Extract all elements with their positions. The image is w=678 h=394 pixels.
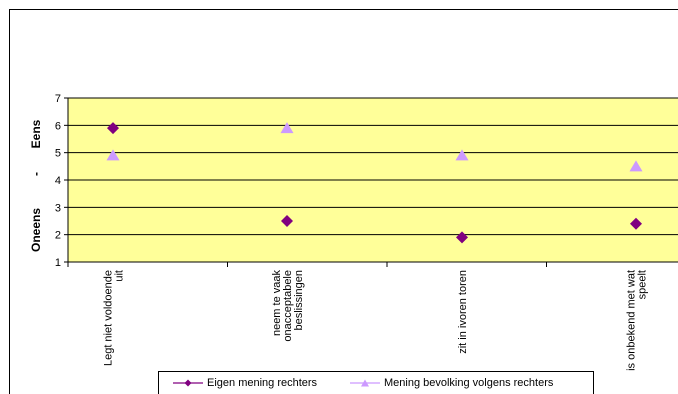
x-category-label: is onbekend met wat bbox=[626, 270, 638, 371]
y-tick-label: 6 bbox=[55, 120, 61, 132]
y-tick-label: 7 bbox=[55, 93, 61, 105]
x-category-label: Legt niet voldoende bbox=[103, 270, 115, 366]
data-point-bevolking bbox=[280, 122, 294, 134]
x-category-label: beslissingen bbox=[293, 270, 305, 331]
x-category-label: speelt bbox=[637, 270, 649, 299]
data-point-eigen bbox=[107, 122, 119, 135]
x-category-label: zit in ivoren toren bbox=[457, 270, 469, 354]
x-category-label: uit bbox=[114, 270, 126, 282]
x-category-label: onacceptabele bbox=[282, 270, 294, 342]
legend-key-triangle-icon bbox=[350, 378, 380, 388]
legend-item-eigen: Eigen mening rechters bbox=[173, 377, 317, 389]
data-point-bevolking bbox=[629, 160, 643, 172]
y-tick-label: 1 bbox=[55, 257, 61, 269]
y-tick-label: 3 bbox=[55, 202, 61, 214]
legend-item-bevolking: Mening bevolking volgens rechters bbox=[350, 377, 553, 389]
y-axis-label: Eens bbox=[29, 119, 43, 148]
x-category-label: neem te vaak bbox=[271, 270, 283, 337]
legend-label-eigen: Eigen mening rechters bbox=[207, 377, 318, 389]
data-point-eigen bbox=[456, 231, 468, 244]
y-axis-label: - bbox=[29, 172, 43, 176]
legend-label-bevolking: Mening bevolking volgens rechters bbox=[384, 377, 554, 389]
chart-frame bbox=[9, 9, 678, 394]
data-point-bevolking bbox=[106, 149, 120, 161]
y-tick-label: 4 bbox=[55, 175, 61, 187]
chart-legend: Eigen mening rechters Mening bevolking v… bbox=[158, 371, 594, 394]
data-point-eigen bbox=[281, 215, 293, 227]
y-axis-label: Oneens bbox=[29, 208, 43, 252]
y-tick-label: 5 bbox=[55, 148, 61, 160]
data-point-eigen bbox=[630, 217, 642, 230]
y-tick-label: 2 bbox=[55, 230, 61, 242]
legend-key-diamond-icon bbox=[173, 378, 203, 388]
data-point-bevolking bbox=[455, 149, 469, 161]
